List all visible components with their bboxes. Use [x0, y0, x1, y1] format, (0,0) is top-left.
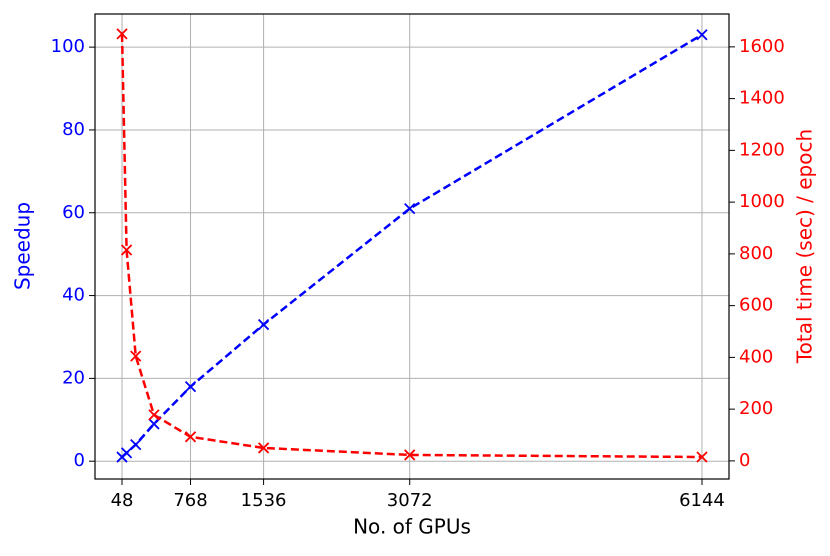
marker	[148, 418, 160, 430]
x-tick-label: 48	[111, 490, 134, 511]
y2-tick-label: 1200	[739, 139, 785, 160]
y-tick-label: 0	[74, 450, 85, 471]
y2-tick-label: 0	[739, 450, 750, 471]
y-tick-label: 60	[62, 202, 85, 223]
x-tick-label: 3072	[387, 490, 433, 511]
x-tick-label: 768	[173, 490, 207, 511]
x-tick-label: 6144	[679, 490, 725, 511]
y2-tick-label: 200	[739, 398, 773, 419]
marker	[404, 202, 416, 215]
marker	[148, 409, 160, 421]
y2-tick-label: 1600	[739, 36, 785, 57]
marker	[116, 28, 128, 40]
marker	[404, 449, 416, 461]
marker	[184, 431, 197, 443]
plot-frame	[94, 13, 730, 480]
marker	[257, 442, 270, 454]
y-tick-label: 80	[62, 119, 85, 140]
y2-tick-label: 1000	[739, 191, 785, 212]
y2-tick-label: 400	[739, 346, 773, 367]
marker	[696, 451, 708, 463]
y2-tick-label: 1400	[739, 88, 785, 109]
y2-tick-label: 600	[739, 295, 773, 316]
y-tick-label: 20	[62, 367, 85, 388]
y-tick-label: 40	[62, 285, 85, 306]
y2-tick-label: 800	[739, 243, 773, 264]
x-axis-label: No. of GPUs	[353, 515, 471, 539]
marker	[130, 350, 142, 362]
y-tick-label: 100	[51, 36, 85, 57]
y2-axis-label: Total time (sec) / epoch	[793, 129, 817, 364]
marker	[120, 244, 133, 256]
marker	[120, 447, 133, 459]
series-line	[121, 33, 703, 458]
y-axis-label: Speedup	[11, 202, 35, 290]
marker	[184, 381, 197, 393]
marker	[257, 318, 270, 331]
x-tick-label: 1536	[241, 490, 287, 511]
marker	[130, 438, 142, 451]
marker	[696, 29, 708, 41]
series-line	[120, 33, 702, 459]
